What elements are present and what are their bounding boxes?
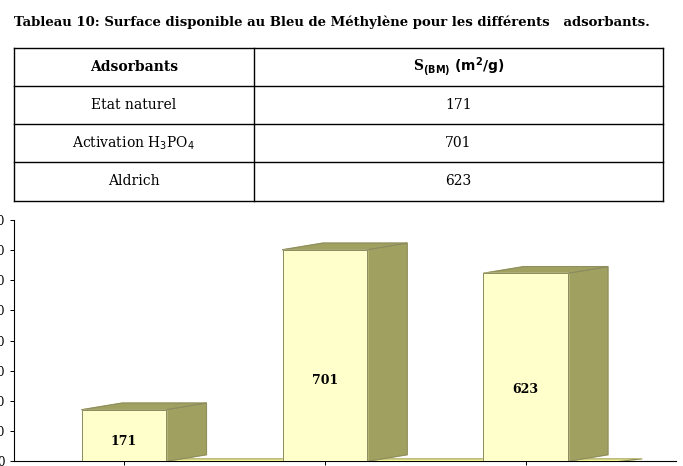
Polygon shape [484, 267, 608, 273]
Text: 623: 623 [513, 384, 539, 397]
Text: 701: 701 [311, 375, 338, 387]
Text: 623: 623 [445, 174, 471, 188]
Polygon shape [484, 273, 568, 461]
Text: Etat naturel: Etat naturel [91, 98, 176, 112]
Polygon shape [82, 410, 166, 461]
Polygon shape [283, 243, 407, 250]
Text: 701: 701 [445, 137, 472, 151]
Text: Activation H$_3$PO$_4$: Activation H$_3$PO$_4$ [72, 135, 195, 152]
Polygon shape [82, 403, 206, 410]
Polygon shape [283, 250, 367, 461]
Text: S$_{\mathbf{(BM)}}$ $\mathbf{(m^{2}/g)}$: S$_{\mathbf{(BM)}}$ $\mathbf{(m^{2}/g)}$ [413, 55, 504, 79]
Text: Adsorbants: Adsorbants [89, 60, 178, 74]
Polygon shape [367, 243, 407, 461]
Text: Aldrich: Aldrich [108, 174, 160, 188]
Text: Tableau 10: Surface disponible au Bleu de Méthylène pour les différents   adsorb: Tableau 10: Surface disponible au Bleu d… [14, 15, 650, 28]
Polygon shape [166, 403, 206, 461]
Text: 171: 171 [445, 98, 472, 112]
Text: 171: 171 [111, 435, 137, 448]
Polygon shape [568, 267, 608, 461]
Polygon shape [58, 459, 642, 464]
